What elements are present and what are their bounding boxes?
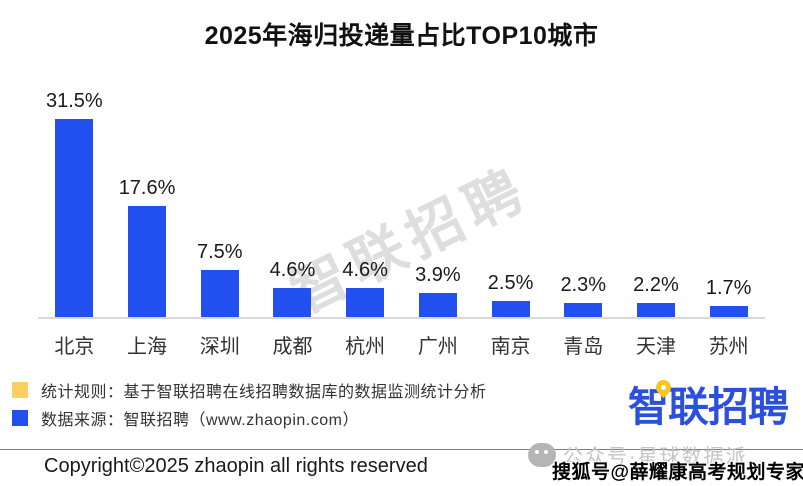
bar-column: 31.5% <box>38 90 111 317</box>
x-axis-label: 成都 <box>272 336 313 358</box>
bar-column: 2.2% <box>620 90 693 317</box>
bar-column: 17.6% <box>111 90 184 317</box>
bar-column: 4.6% <box>256 90 329 317</box>
bar <box>636 303 675 317</box>
x-axis-label: 北京 <box>54 336 95 358</box>
bar-value-label: 4.6% <box>269 259 316 282</box>
x-axis-label: 广州 <box>417 336 458 358</box>
chart-title: 2025年海归投递量占比TOP10城市 <box>204 22 599 50</box>
bar <box>491 301 530 317</box>
bar-value-label: 3.9% <box>415 263 461 286</box>
bar-value-label: 4.6% <box>342 259 388 282</box>
bar-column: 2.3% <box>547 90 620 317</box>
x-axis-label: 青岛 <box>563 336 604 358</box>
legend-row: 数据来源：智联招聘（www.zhaopin.com） <box>12 405 487 430</box>
wechat-watermark-text: 公众号·星球数据派 <box>563 446 748 468</box>
x-axis-label: 深圳 <box>199 336 240 358</box>
bar <box>128 206 167 317</box>
x-axis-label: 天津 <box>635 336 676 358</box>
wechat-icon <box>528 442 556 467</box>
source-legend: 统计规则：基于智联招聘在线招聘数据库的数据监测统计分析 数据来源：智联招聘（www… <box>12 377 487 433</box>
bar-column: 3.9% <box>402 90 475 317</box>
legend-label: 统计规则：基于智联招聘在线招聘数据库的数据监测统计分析 <box>41 383 487 401</box>
legend-swatch <box>12 381 28 398</box>
legend-label: 数据来源：智联招聘（www.zhaopin.com） <box>41 411 359 429</box>
x-axis-labels: 北京 上海 深圳 成都 杭州 广州 南京 青岛 天津 苏州 <box>38 330 765 359</box>
bar-value-label: 7.5% <box>196 240 243 263</box>
footer-divider <box>0 449 803 450</box>
bar-value-label: 2.2% <box>633 274 679 297</box>
wechat-watermark: 公众号·星球数据派 <box>528 440 748 469</box>
copyright-text: Copyright©2025 zhaopin all rights reserv… <box>44 455 428 477</box>
bar-value-label: 31.5% <box>45 90 103 112</box>
bar-value-label: 1.7% <box>705 277 752 300</box>
bar <box>200 269 239 317</box>
bar-column: 4.6% <box>329 90 402 317</box>
bar <box>564 302 603 317</box>
sohu-watermark-text: 搜狐号@薛耀康高考规划专家 <box>552 462 803 483</box>
x-axis-label: 上海 <box>127 336 168 358</box>
bar <box>273 288 312 317</box>
bar <box>418 292 457 317</box>
x-axis-label: 杭州 <box>345 336 386 358</box>
bar-value-label: 2.3% <box>560 273 607 296</box>
legend-swatch <box>12 409 28 426</box>
x-axis-label: 南京 <box>490 336 531 358</box>
bar <box>55 119 94 317</box>
bar-value-label: 17.6% <box>118 177 176 200</box>
zhaopin-logo-text: 智联招聘 <box>628 384 789 430</box>
bar-column: 1.7% <box>692 90 765 317</box>
bar-column: 2.5% <box>474 90 547 317</box>
bar <box>346 288 385 317</box>
zhaopin-logo: 智联招聘 <box>628 376 789 430</box>
legend-row: 统计规则：基于智联招聘在线招聘数据库的数据监测统计分析 <box>12 377 487 402</box>
bar <box>709 306 748 317</box>
bar-column: 7.5% <box>183 90 256 317</box>
bar-chart-plot-area: 31.5% 17.6% 7.5% 4.6% 4.6% 3.9% 2.5% 2.3% 2.2% 1.… <box>38 90 765 319</box>
x-axis-label: 苏州 <box>708 336 749 358</box>
bar-value-label: 2.5% <box>487 272 534 295</box>
